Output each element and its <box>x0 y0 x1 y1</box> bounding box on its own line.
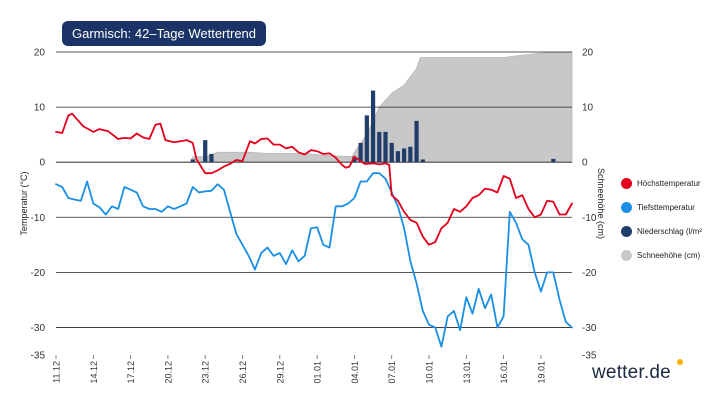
x-tick-label: 26.12 <box>238 361 248 384</box>
precip-bar <box>209 153 214 163</box>
y-tick-label: 0 <box>39 158 45 169</box>
y-tick-label: -35 <box>31 351 46 362</box>
x-tick-label: 16.01 <box>499 361 509 384</box>
legend-label: Schneehöhe (cm) <box>637 250 701 260</box>
y-tick-label: -10 <box>31 213 46 224</box>
legend-label: Niederschlag (l/m² <box>637 226 702 236</box>
x-tick-label: 11.12 <box>52 361 62 383</box>
sun-icon <box>677 359 683 365</box>
precip-bar <box>420 159 425 163</box>
y2-tick-label: -35 <box>582 351 597 362</box>
legend: Höchsttemperatur Tiefsttemperatur Nieder… <box>621 175 702 271</box>
x-tick-label: 14.12 <box>89 361 99 384</box>
x-tick-label: 01.01 <box>313 361 323 384</box>
y2-tick-label: -10 <box>582 213 597 224</box>
y-axis-title: Temperatur (°C) <box>19 171 29 235</box>
x-tick-label: 13.01 <box>462 361 472 384</box>
legend-label: Höchsttemperatur <box>637 178 701 188</box>
snow-dot-icon <box>621 249 632 261</box>
precip-bar <box>402 148 407 163</box>
max-temp-line <box>55 112 573 246</box>
precip-dot-icon <box>621 225 632 237</box>
precip-bar <box>408 146 413 163</box>
y-tick-label: -30 <box>31 323 46 334</box>
legend-item-precip[interactable]: Niederschlag (l/m² <box>621 223 702 239</box>
chart-title: Garmisch: 42–Tage Wettertrend <box>62 21 267 46</box>
y2-axis-title: Schneehöhe (cm) <box>596 168 606 239</box>
min-temp-dot-icon <box>621 201 632 213</box>
x-tick-label: 07.01 <box>387 361 397 384</box>
x-tick-label: 17.12 <box>126 361 136 384</box>
y-tick-label: -20 <box>31 268 46 279</box>
y2-tick-label: -30 <box>582 323 597 334</box>
y-tick-label: 10 <box>34 103 46 114</box>
precip-bar <box>203 140 208 163</box>
precip-bar <box>358 142 363 163</box>
precip-bar <box>370 90 376 163</box>
x-tick-label: 04.01 <box>350 361 360 384</box>
max-temp-dot-icon <box>621 177 632 189</box>
x-tick-label: 19.01 <box>536 361 546 384</box>
precip-bar <box>377 131 382 163</box>
y2-tick-label: 20 <box>582 48 594 59</box>
legend-item-max-temp[interactable]: Höchsttemperatur <box>621 175 702 191</box>
x-tick-label: 10.01 <box>425 361 435 384</box>
y-tick-label: 20 <box>34 48 46 59</box>
legend-item-min-temp[interactable]: Tiefsttemperatur <box>621 199 702 215</box>
precip-bar <box>190 159 195 163</box>
min-temp-line <box>55 172 573 348</box>
y2-tick-label: -20 <box>582 268 597 279</box>
brand-logo: wetter.de <box>592 362 671 383</box>
legend-label: Tiefsttemperatur <box>637 202 695 212</box>
precip-bar <box>383 131 388 163</box>
x-tick-label: 23.12 <box>201 361 211 384</box>
precip-bar <box>352 156 357 163</box>
legend-item-snow[interactable]: Schneehöhe (cm) <box>621 247 702 263</box>
precip-bar <box>414 120 419 163</box>
precip-bar <box>395 151 401 163</box>
precip-bar <box>364 115 369 163</box>
y2-tick-label: 0 <box>582 158 588 169</box>
precip-bar <box>389 142 394 163</box>
x-tick-label: 20.12 <box>163 361 173 384</box>
y2-tick-label: 10 <box>582 103 594 114</box>
precip-bar <box>551 158 556 163</box>
x-tick-label: 29.12 <box>275 361 285 384</box>
